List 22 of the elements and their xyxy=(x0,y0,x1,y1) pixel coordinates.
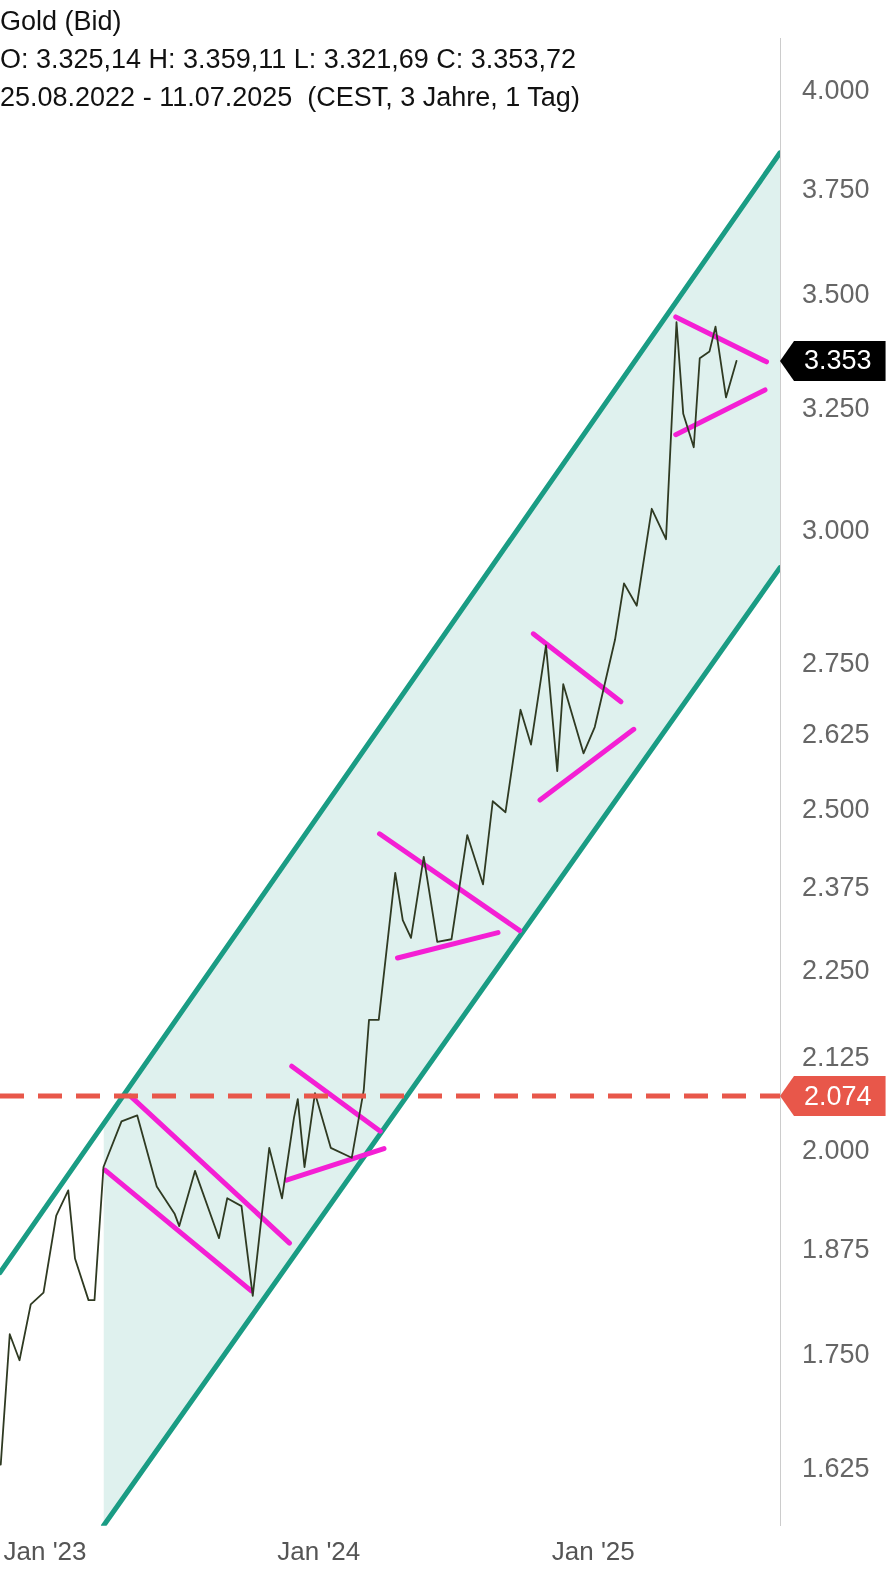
chart-title: Gold (Bid) xyxy=(0,5,123,38)
text: O: 3.325,14 H: 3.359,11 L: 3.321,69 C: 3.353,72 25.08.2022 - 11.07.2025 (CEST, 3 Jahre, 1 Tag) xyxy=(0,43,580,114)
x-tick-label: Jan '23 xyxy=(3,1535,87,1566)
y-tick-label: 3.000 xyxy=(802,514,870,545)
x-tick-label: Jan '24 xyxy=(277,1535,361,1566)
y-tick-label: 2.125 xyxy=(802,1042,870,1073)
y-tick-label: 1.750 xyxy=(802,1339,870,1370)
y-tick-label: 2.000 xyxy=(802,1135,870,1166)
y-tick-label: 3.500 xyxy=(802,279,870,310)
y-tick-label: 1.875 xyxy=(802,1233,870,1264)
y-tick-label: 3.750 xyxy=(802,173,870,204)
ref-line-label: 2.074 xyxy=(804,1080,872,1111)
y-tick-label: 2.750 xyxy=(802,648,870,679)
y-tick-label: 2.375 xyxy=(802,872,870,903)
y-tick-label: 2.500 xyxy=(802,793,870,824)
y-tick-label: 3.250 xyxy=(802,392,870,423)
y-tick-label: 4.000 xyxy=(802,75,870,106)
text: 3.353 xyxy=(804,345,872,376)
y-tick-label: 2.625 xyxy=(802,719,870,750)
x-tick-label: Jan '25 xyxy=(551,1535,635,1566)
y-tick-label: 2.250 xyxy=(802,954,870,985)
y-tick-label: 1.625 xyxy=(802,1452,870,1483)
